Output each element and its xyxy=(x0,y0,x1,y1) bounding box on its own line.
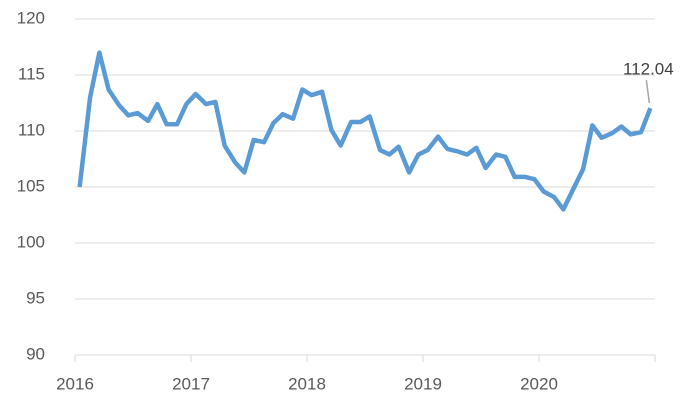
x-tick-label: 2017 xyxy=(172,374,210,393)
y-tick-label: 110 xyxy=(18,120,45,139)
annotation-leader xyxy=(645,80,651,104)
y-tick-label: 90 xyxy=(26,344,45,363)
y-tick-label: 105 xyxy=(17,176,45,195)
annotation: 112.04 xyxy=(623,60,674,79)
y-tick-label: 95 xyxy=(26,288,45,307)
x-tick-label: 2018 xyxy=(288,374,326,393)
y-tick-label: 115 xyxy=(18,64,45,83)
y-tick-label: 100 xyxy=(17,232,45,251)
y-tick-label: 120 xyxy=(17,8,45,27)
x-tick-label: 2016 xyxy=(56,374,94,393)
line-series xyxy=(77,50,653,212)
x-tick-label: 2020 xyxy=(520,374,558,393)
x-tick-label: 2019 xyxy=(404,374,442,393)
